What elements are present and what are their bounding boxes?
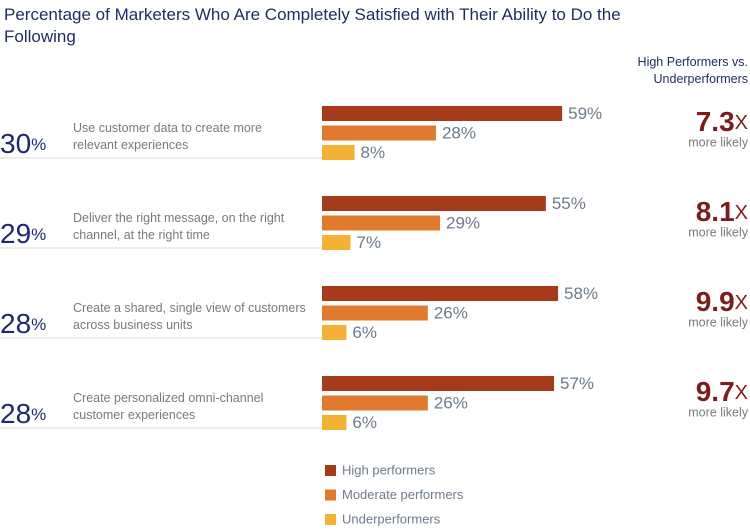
multiplier-note: more likely (688, 405, 748, 419)
bar (322, 145, 355, 160)
bar (322, 305, 428, 321)
multiplier-note: more likely (688, 315, 748, 329)
category-label: Create personalized omni-channel custome… (73, 391, 264, 422)
multiplier-note: more likely (688, 135, 748, 149)
value-label: 26% (434, 393, 468, 412)
value-label: 8% (361, 143, 386, 162)
multiplier-label: 7.3X (696, 106, 748, 137)
value-label: 57% (560, 374, 594, 393)
overall-label: 28% (0, 398, 46, 429)
bar (322, 215, 441, 231)
legend-swatch (325, 465, 336, 476)
bar (322, 106, 563, 121)
legend-swatch (325, 514, 336, 525)
category-label: Deliver the right message, on the right … (73, 211, 285, 242)
multiplier-label: 8.1X (696, 196, 748, 227)
side-header: High Performers vs. Underperformers (637, 55, 748, 86)
value-label: 28% (442, 123, 476, 142)
chart-title: Percentage of Marketers Who Are Complete… (4, 5, 621, 46)
overall-label: 29% (0, 218, 46, 249)
bar (322, 325, 347, 340)
value-label: 58% (564, 284, 598, 303)
overall-label: 28% (0, 308, 46, 339)
bar (322, 125, 436, 141)
overall-label: 30% (0, 128, 46, 159)
multiplier-note: more likely (688, 225, 748, 239)
value-label: 6% (352, 323, 377, 342)
bar (322, 415, 347, 430)
legend-label: High performers (342, 462, 436, 477)
value-label: 55% (552, 194, 586, 213)
bar (322, 196, 546, 211)
multiplier-label: 9.9X (696, 286, 748, 317)
value-label: 7% (356, 233, 381, 252)
legend-swatch (325, 489, 336, 501)
bar (322, 235, 351, 250)
value-label: 59% (568, 104, 602, 123)
legend-label: Underperformers (342, 511, 441, 526)
category-label: Use customer data to create more relevan… (73, 121, 262, 152)
value-label: 29% (446, 213, 480, 232)
bar (322, 286, 559, 301)
category-label: Create a shared, single view of customer… (73, 301, 306, 332)
value-label: 26% (434, 303, 468, 322)
value-label: 6% (352, 413, 377, 432)
legend-label: Moderate performers (342, 487, 464, 502)
multiplier-label: 9.7X (696, 376, 748, 407)
bar (322, 376, 554, 391)
bar (322, 395, 428, 411)
